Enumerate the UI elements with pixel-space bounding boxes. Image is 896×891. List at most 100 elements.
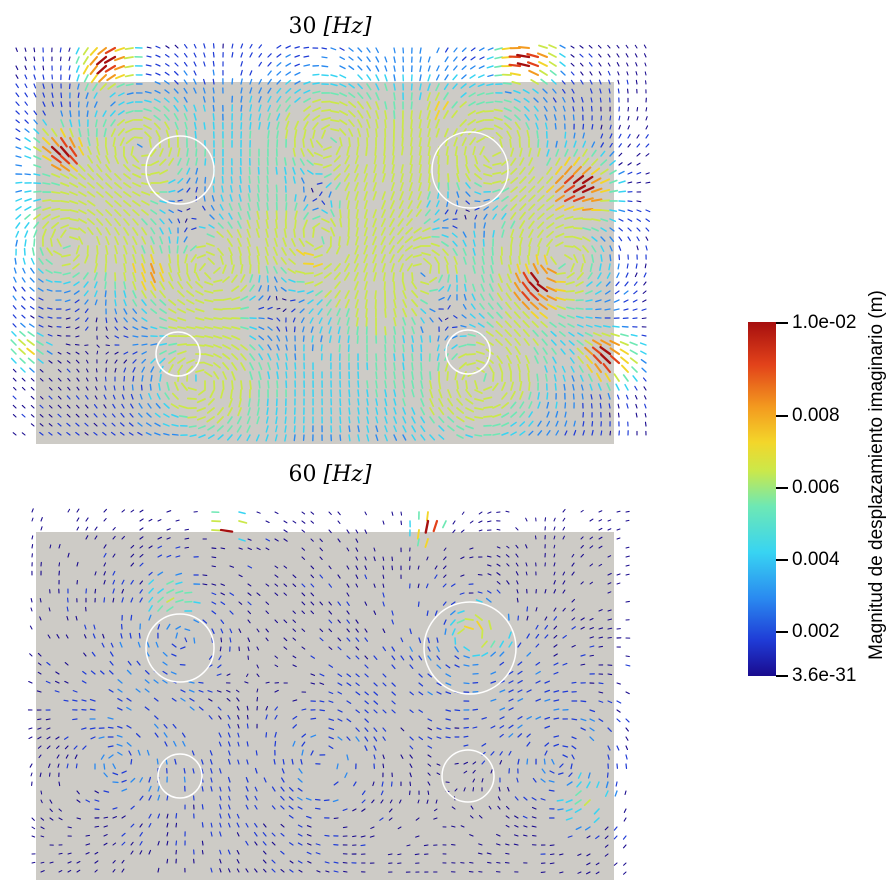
field-arrow — [472, 769, 476, 774]
field-arrow — [51, 83, 54, 89]
field-arrow — [105, 359, 108, 364]
field-arrow — [87, 209, 96, 216]
field-arrow — [537, 293, 549, 302]
field-arrow — [598, 62, 602, 67]
field-arrow — [634, 44, 638, 49]
field-arrow — [56, 754, 60, 759]
field-arrow — [594, 324, 602, 328]
field-arrow — [144, 91, 152, 94]
field-arrow — [11, 330, 17, 337]
field-arrow — [183, 52, 188, 58]
field-arrow — [515, 527, 519, 531]
field-arrow — [506, 580, 510, 585]
field-arrow — [114, 236, 119, 246]
field-arrow — [148, 518, 153, 522]
field-arrow — [297, 796, 303, 801]
field-arrow — [240, 104, 243, 112]
field-arrow — [411, 290, 419, 298]
field-arrow — [213, 371, 220, 380]
field-arrow — [149, 262, 156, 274]
field-arrow — [15, 164, 23, 167]
field-arrow — [211, 565, 216, 568]
field-arrow — [353, 272, 359, 282]
field-arrow — [373, 272, 377, 282]
field-arrow — [355, 655, 360, 660]
field-arrow — [93, 272, 98, 281]
field-arrow — [472, 239, 476, 247]
field-arrow — [15, 101, 20, 106]
field-arrow — [323, 263, 332, 270]
field-arrow — [357, 119, 363, 128]
field-arrow — [337, 317, 341, 326]
field-arrow — [426, 610, 429, 616]
field-arrow — [104, 290, 107, 298]
field-arrow — [211, 601, 217, 605]
field-arrow — [372, 227, 377, 237]
field-arrow — [40, 861, 45, 864]
field-arrow — [539, 311, 548, 319]
field-arrow — [411, 389, 415, 398]
field-arrow — [247, 193, 251, 202]
field-arrow — [634, 385, 638, 391]
field-arrow — [319, 628, 324, 633]
field-arrow — [561, 365, 566, 373]
field-arrow — [47, 634, 51, 639]
field-arrow — [591, 429, 594, 436]
field-arrow — [108, 689, 114, 693]
field-arrow — [424, 209, 431, 217]
field-arrow — [321, 236, 325, 245]
field-arrow — [117, 128, 125, 136]
field-arrow — [599, 345, 612, 356]
field-arrow — [434, 808, 438, 812]
field-arrow — [508, 707, 514, 711]
field-arrow — [258, 306, 265, 310]
field-arrow — [222, 317, 233, 320]
field-arrow — [204, 371, 213, 378]
field-arrow — [470, 47, 476, 52]
field-arrow — [540, 778, 546, 783]
field-arrow — [166, 537, 171, 540]
field-arrow — [105, 182, 113, 190]
field-arrow — [598, 527, 603, 531]
field-arrow — [626, 71, 629, 76]
field-arrow — [598, 636, 604, 639]
field-arrow — [24, 239, 27, 247]
field-arrow — [463, 625, 474, 630]
field-arrow — [131, 384, 134, 391]
field-arrow — [600, 188, 611, 193]
field-arrow — [87, 146, 92, 155]
field-arrow — [42, 128, 50, 136]
field-arrow — [452, 529, 456, 534]
field-arrow — [510, 177, 519, 184]
field-arrow — [537, 147, 541, 157]
field-arrow — [373, 655, 378, 660]
field-arrow — [607, 528, 612, 531]
field-arrow — [462, 247, 467, 256]
field-arrow — [237, 202, 242, 211]
field-arrow — [249, 295, 256, 301]
field-arrow — [553, 671, 559, 675]
field-arrow — [256, 219, 260, 229]
field-arrow — [123, 290, 127, 298]
field-arrow — [579, 62, 584, 67]
field-arrow — [100, 754, 105, 760]
field-arrow — [569, 357, 575, 364]
field-arrow — [150, 326, 158, 330]
field-arrow — [132, 343, 139, 346]
field-arrow — [198, 681, 204, 684]
field-arrow — [398, 209, 404, 218]
field-arrow — [364, 718, 369, 723]
field-arrow — [199, 263, 206, 272]
field-arrow — [164, 89, 170, 94]
field-arrow — [373, 691, 379, 696]
field-arrow — [617, 263, 620, 270]
field-arrow — [196, 398, 206, 404]
field-arrow — [549, 862, 555, 865]
field-arrow — [195, 167, 199, 175]
field-arrow — [535, 254, 539, 265]
field-arrow — [346, 637, 351, 642]
field-arrow — [222, 353, 231, 360]
field-arrow — [42, 155, 52, 162]
field-arrow — [364, 673, 369, 678]
field-arrow — [499, 707, 506, 711]
